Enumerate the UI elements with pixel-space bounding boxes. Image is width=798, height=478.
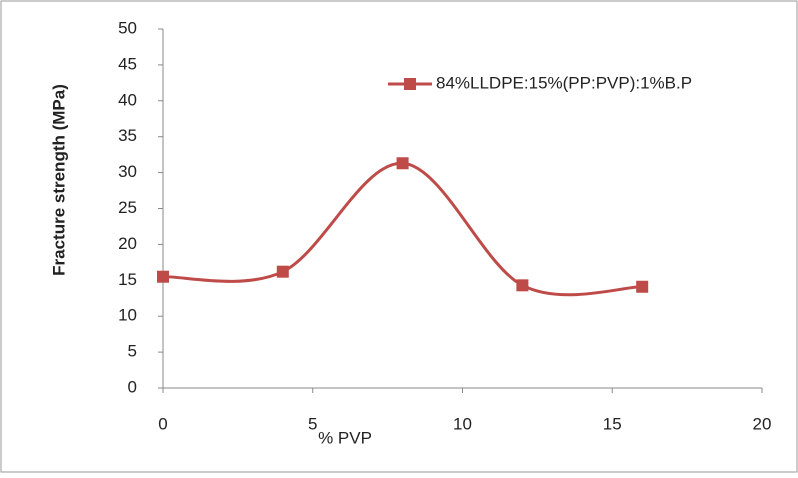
marker <box>276 265 289 278</box>
y-tick-label: 5 <box>128 342 137 361</box>
x-tick-label: 15 <box>603 414 622 433</box>
y-tick-label: 45 <box>118 54 137 73</box>
y-tick-label: 50 <box>118 18 137 37</box>
x-tick-label: 10 <box>453 414 472 433</box>
x-tick-label: 0 <box>158 414 167 433</box>
y-tick-label: 25 <box>118 198 137 217</box>
y-tick-label: 0 <box>128 377 137 396</box>
legend-marker <box>404 78 416 90</box>
y-tick-label: 40 <box>118 90 137 109</box>
x-axis-label: % PVP <box>318 428 372 447</box>
y-tick-label: 15 <box>118 270 137 289</box>
y-tick-label: 20 <box>118 234 137 253</box>
y-tick-label: 10 <box>118 306 137 325</box>
x-tick-label: 20 <box>753 414 772 433</box>
marker <box>157 270 169 283</box>
legend-label: 84%LLDPE:15%(PP:PVP):1%B.P <box>436 73 692 92</box>
y-axis-label: Fracture strength (MPa) <box>49 84 68 276</box>
marker <box>636 280 649 293</box>
x-tick-label: 5 <box>308 414 317 433</box>
marker <box>396 157 409 170</box>
y-tick-label: 35 <box>118 126 137 145</box>
y-tick-label: 30 <box>118 162 137 181</box>
marker <box>516 279 529 292</box>
